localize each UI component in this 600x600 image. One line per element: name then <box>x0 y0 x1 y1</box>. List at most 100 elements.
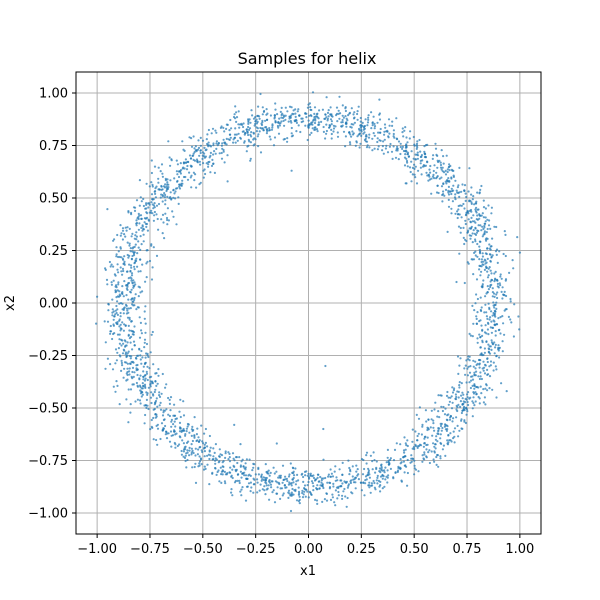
scatter-point <box>490 310 493 313</box>
scatter-point <box>130 279 133 282</box>
y-axis-ticks: −1.00−0.75−0.50−0.250.000.250.500.751.00 <box>28 87 76 522</box>
scatter-point <box>490 212 493 215</box>
scatter-point <box>463 281 466 285</box>
scatter-point <box>157 166 160 169</box>
scatter-point <box>421 159 424 162</box>
scatter-point <box>479 319 482 322</box>
scatter-point <box>110 283 113 286</box>
scatter-point <box>483 231 486 234</box>
scatter-point <box>202 442 205 445</box>
scatter-point <box>364 135 367 138</box>
scatter-point <box>188 171 191 174</box>
scatter-point <box>148 376 151 379</box>
scatter-point <box>143 383 147 386</box>
scatter-point <box>349 143 352 146</box>
scatter-point <box>244 499 248 502</box>
scatter-point <box>114 274 117 277</box>
scatter-point <box>280 487 284 490</box>
scatter-point <box>223 470 226 473</box>
scatter-point <box>121 302 124 305</box>
scatter-point <box>252 117 256 120</box>
scatter-point <box>479 385 482 388</box>
scatter-point <box>482 369 485 372</box>
scatter-point <box>230 491 233 494</box>
scatter-point <box>152 438 155 441</box>
scatter-point <box>267 472 270 475</box>
scatter-point <box>200 463 203 466</box>
scatter-point <box>184 459 187 463</box>
scatter-point <box>499 284 502 287</box>
scatter-point <box>458 252 461 255</box>
scatter-point <box>459 357 462 360</box>
scatter-point <box>147 206 150 209</box>
scatter-point <box>420 154 423 157</box>
scatter-point <box>167 186 170 189</box>
scatter-point <box>397 140 401 143</box>
scatter-point <box>486 389 489 392</box>
scatter-point <box>309 106 312 109</box>
scatter-point <box>162 185 165 188</box>
scatter-point <box>327 115 330 118</box>
scatter-point <box>244 474 248 477</box>
scatter-point <box>245 458 248 461</box>
scatter-point <box>195 150 198 153</box>
scatter-point <box>265 488 268 491</box>
scatter-point <box>145 203 148 206</box>
scatter-point <box>128 329 131 332</box>
scatter-point <box>439 433 442 436</box>
scatter-point <box>359 481 363 484</box>
scatter-point <box>463 419 466 422</box>
scatter-point <box>475 315 478 318</box>
scatter-point <box>126 354 129 357</box>
scatter-point <box>180 182 183 185</box>
scatter-point <box>406 484 409 487</box>
scatter-point <box>450 177 453 180</box>
scatter-point <box>386 151 390 154</box>
scatter-point <box>488 387 491 390</box>
scatter-point <box>437 410 440 413</box>
scatter-point <box>418 406 421 409</box>
scatter-point <box>203 446 206 449</box>
scatter-point <box>439 455 442 458</box>
scatter-point <box>309 474 312 477</box>
scatter-point <box>265 470 268 474</box>
scatter-point <box>328 124 331 127</box>
scatter-point <box>337 490 340 494</box>
scatter-point <box>217 142 220 145</box>
scatter-point <box>119 323 122 326</box>
scatter-point <box>159 170 162 173</box>
scatter-point <box>220 454 224 457</box>
scatter-point <box>238 456 241 459</box>
scatter-point <box>495 323 499 326</box>
scatter-point <box>173 430 176 433</box>
scatter-point <box>146 378 149 382</box>
scatter-point <box>453 435 456 438</box>
scatter-point <box>344 107 347 110</box>
scatter-point <box>132 304 135 307</box>
scatter-point <box>316 484 319 487</box>
scatter-point <box>271 480 274 483</box>
scatter-point <box>156 382 159 385</box>
scatter-point <box>496 296 499 300</box>
scatter-point <box>282 119 285 122</box>
scatter-point <box>474 221 477 224</box>
scatter-point <box>226 154 229 157</box>
scatter-point <box>479 250 482 253</box>
scatter-point <box>203 168 206 171</box>
scatter-point <box>132 375 135 378</box>
scatter-point <box>497 346 500 349</box>
scatter-point <box>287 483 290 486</box>
scatter-point <box>202 162 205 165</box>
scatter-point <box>151 212 154 215</box>
scatter-point <box>118 302 121 305</box>
scatter-point <box>476 311 479 314</box>
scatter-point <box>489 245 492 248</box>
scatter-point <box>265 482 268 485</box>
x-tick-label: 0.50 <box>400 542 429 557</box>
scatter-point <box>291 493 294 496</box>
scatter-point <box>142 204 145 208</box>
scatter-point <box>116 333 120 336</box>
scatter-point <box>262 476 265 479</box>
scatter-point <box>379 127 382 131</box>
scatter-point <box>210 164 214 167</box>
